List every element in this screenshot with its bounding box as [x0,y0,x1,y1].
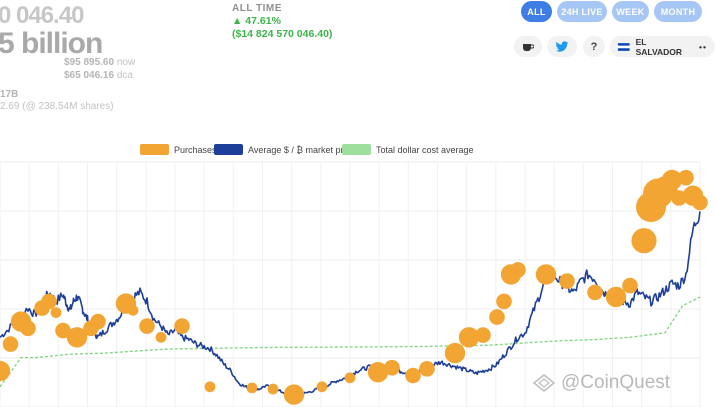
watermark-text: @CoinQuest [561,372,671,393]
purchase-point [2,336,19,352]
purchase-point [0,360,11,382]
price-now-suffix: now [116,57,136,68]
legend-swatch-dca [342,144,371,155]
purchase-point [20,320,36,337]
legend-label-avg-price: Average $ / ₿ market price [248,144,356,155]
dca-series [0,296,701,388]
purchase-point [139,318,155,334]
purchase-point [66,327,88,348]
purchase-point [246,382,258,394]
coffee-icon [523,43,534,51]
holdings-line: 17B [0,89,19,100]
purchase-point [559,273,575,289]
el-salvador-flag-icon [618,42,630,51]
purchase-point [692,194,708,211]
legend-dca: Total dollar cost average [342,144,474,155]
purchase-point [204,381,216,393]
purchase-point [344,372,356,384]
legend-label-purchases: Purchases [174,144,217,155]
more-dots-icon[interactable]: •• [699,41,707,52]
legend-swatch-avg-price [214,144,243,155]
chart-grid [0,161,701,407]
dca-suffix: dca [116,70,133,81]
country-label: EL SALVADOR [635,36,683,57]
price-line [0,211,701,396]
purchase-point [316,381,328,393]
all-time-label: ALL TIME [232,3,282,14]
per-share-line: 2.69 (@ 238.54M shares) [0,101,114,112]
purchase-point [535,264,557,285]
legend-avg-price: Average $ / ₿ market price [214,144,355,155]
portfolio-value: 0 046.40 [0,2,84,29]
purchase-point [671,190,687,206]
purchase-point [631,228,657,254]
purchases-series [0,169,708,405]
help-button[interactable]: ? [583,36,605,57]
purchase-point [605,286,627,308]
price-series [0,211,701,396]
coinquest-logo-icon [533,374,555,392]
purchase-point [367,362,389,383]
legend-purchases: Purchases [140,144,217,155]
tab-month[interactable]: MONTH [654,1,702,22]
tab-24h-live[interactable]: 24H LIVE [557,1,607,22]
tab-week[interactable]: WEEK [612,1,649,22]
purchase-point [510,262,526,278]
price-now-row: $95 895.60 now [64,57,135,68]
coffee-button[interactable] [514,36,542,57]
purchase-point [444,342,466,364]
purchase-point [458,327,480,348]
portfolio-value-billion: 5 billion [0,27,103,60]
purchase-point [419,361,435,377]
dca-line [0,296,701,388]
purchase-point [174,318,190,334]
dca-value: $65 046.16 [64,70,115,81]
purchase-point [267,383,279,395]
purchase-point [384,359,400,376]
purchase-point [283,384,305,405]
purchase-point [41,293,57,310]
purchase-point [489,309,505,325]
twitter-bird-icon [555,40,569,52]
purchase-point [475,327,491,343]
purchase-point [50,307,62,318]
tab-all[interactable]: ALL [521,1,552,22]
purchase-point [55,322,71,339]
twitter-button[interactable] [547,36,577,57]
purchase-point [90,313,106,330]
purchase-point [587,284,603,301]
purchase-point [127,304,139,316]
legend-label-dca: Total dollar cost average [376,144,474,155]
legend-swatch-purchases [140,144,169,155]
price-now-value: $95 895.60 [64,57,115,68]
purchase-point [622,277,638,294]
country-selector[interactable]: EL SALVADOR •• [610,36,715,57]
dca-row: $65 046.16 dca [64,70,133,81]
purchase-point [661,169,683,191]
purchase-point [155,331,167,343]
purchase-point [405,367,421,384]
watermark: @CoinQuest [533,372,670,394]
all-time-percent: ▲ 47.61% [232,15,281,27]
purchase-point [678,169,694,186]
purchase-point [496,293,512,310]
all-time-amount: ($14 824 570 046.40) [232,28,333,40]
